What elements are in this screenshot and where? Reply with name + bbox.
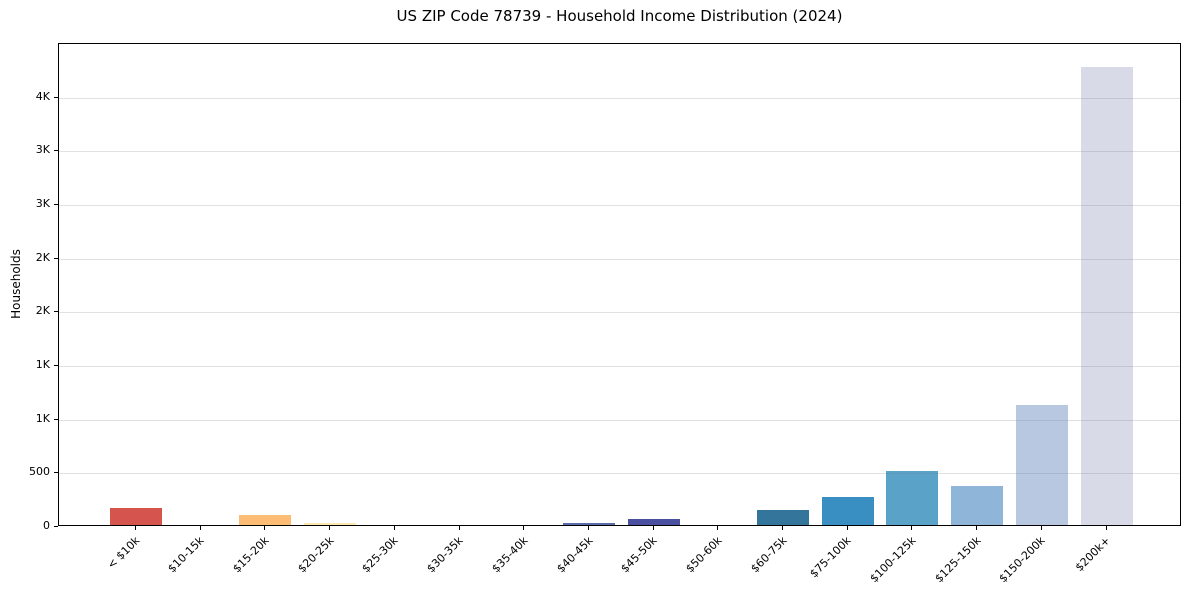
y-tick-mark: [54, 96, 58, 98]
x-tick-label: < $10k: [104, 534, 143, 572]
gridline: [59, 312, 1180, 314]
x-tick-mark: [652, 526, 654, 530]
gridline: [59, 151, 1180, 153]
bar-13: [886, 471, 939, 525]
x-tick-mark: [264, 526, 266, 530]
bar-8: [562, 522, 615, 525]
bar-1: [110, 507, 162, 525]
x-tick-mark: [976, 526, 978, 530]
x-tick-label: $75-100k: [807, 534, 854, 581]
x-tick-mark: [846, 526, 848, 530]
x-tick-label: $40-45k: [553, 534, 596, 576]
y-tick-mark: [54, 150, 58, 152]
y-tick-label: 500: [29, 465, 50, 479]
y-tick-mark: [54, 472, 58, 474]
x-tick-mark: [329, 526, 331, 530]
bar-4: [304, 522, 357, 525]
bar-3: [239, 514, 292, 525]
x-tick-label: $45-50k: [618, 534, 660, 576]
gridline: [59, 473, 1180, 475]
gridline: [59, 419, 1180, 421]
y-tick-label: 0: [43, 519, 50, 532]
plot-area: [58, 43, 1181, 526]
gridline: [59, 366, 1180, 367]
y-tick-label: 3K: [35, 143, 50, 157]
x-tick-label: $60-75k: [747, 534, 790, 576]
x-tick-mark: [782, 526, 783, 530]
chart-title: US ZIP Code 78739 - Household Income Dis…: [396, 7, 843, 25]
y-tick-mark: [54, 418, 58, 420]
y-tick-label: 4K: [35, 89, 50, 103]
x-tick-mark: [523, 526, 525, 530]
x-tick-mark: [587, 526, 589, 530]
x-tick-mark: [199, 526, 201, 530]
bar-16: [1080, 66, 1133, 525]
bar-12: [821, 497, 874, 525]
y-tick-mark: [54, 526, 58, 527]
gridline: [59, 97, 1180, 99]
bar-9: [627, 519, 680, 525]
bar-14: [951, 486, 1004, 525]
y-tick-label: 1K: [35, 358, 50, 371]
x-tick-label: $100-125k: [867, 534, 919, 586]
y-tick-mark: [54, 311, 58, 313]
x-tick-mark: [393, 526, 395, 530]
x-tick-label: $125-150k: [932, 534, 984, 586]
y-tick-mark: [54, 204, 58, 205]
x-tick-label: $150-200k: [996, 534, 1049, 586]
y-tick-label: 2K: [35, 250, 50, 264]
x-tick-label: $35-40k: [489, 534, 531, 576]
bar-11: [757, 510, 809, 525]
gridline: [59, 205, 1180, 206]
x-tick-mark: [1105, 526, 1107, 530]
gridline: [59, 258, 1180, 260]
x-tick-mark: [458, 526, 460, 530]
y-tick-mark: [54, 365, 58, 366]
x-tick-label: $15-20k: [230, 534, 272, 576]
x-tick-mark: [717, 526, 719, 530]
x-tick-label: $20-25k: [295, 534, 337, 576]
x-tick-mark: [1040, 526, 1042, 530]
x-tick-label: $200k+: [1072, 534, 1113, 575]
y-tick-mark: [54, 257, 58, 259]
x-tick-label: $25-30k: [359, 534, 402, 576]
x-tick-mark: [135, 526, 136, 530]
x-tick-label: $10-15k: [165, 534, 207, 576]
y-tick-label: 2K: [35, 304, 50, 318]
x-tick-label: $30-35k: [424, 534, 466, 576]
bar-15: [1015, 404, 1068, 525]
x-tick-label: $50-60k: [683, 534, 725, 576]
x-tick-mark: [911, 526, 913, 530]
y-tick-label: 3K: [35, 197, 50, 210]
y-tick-label: 1K: [35, 411, 50, 425]
